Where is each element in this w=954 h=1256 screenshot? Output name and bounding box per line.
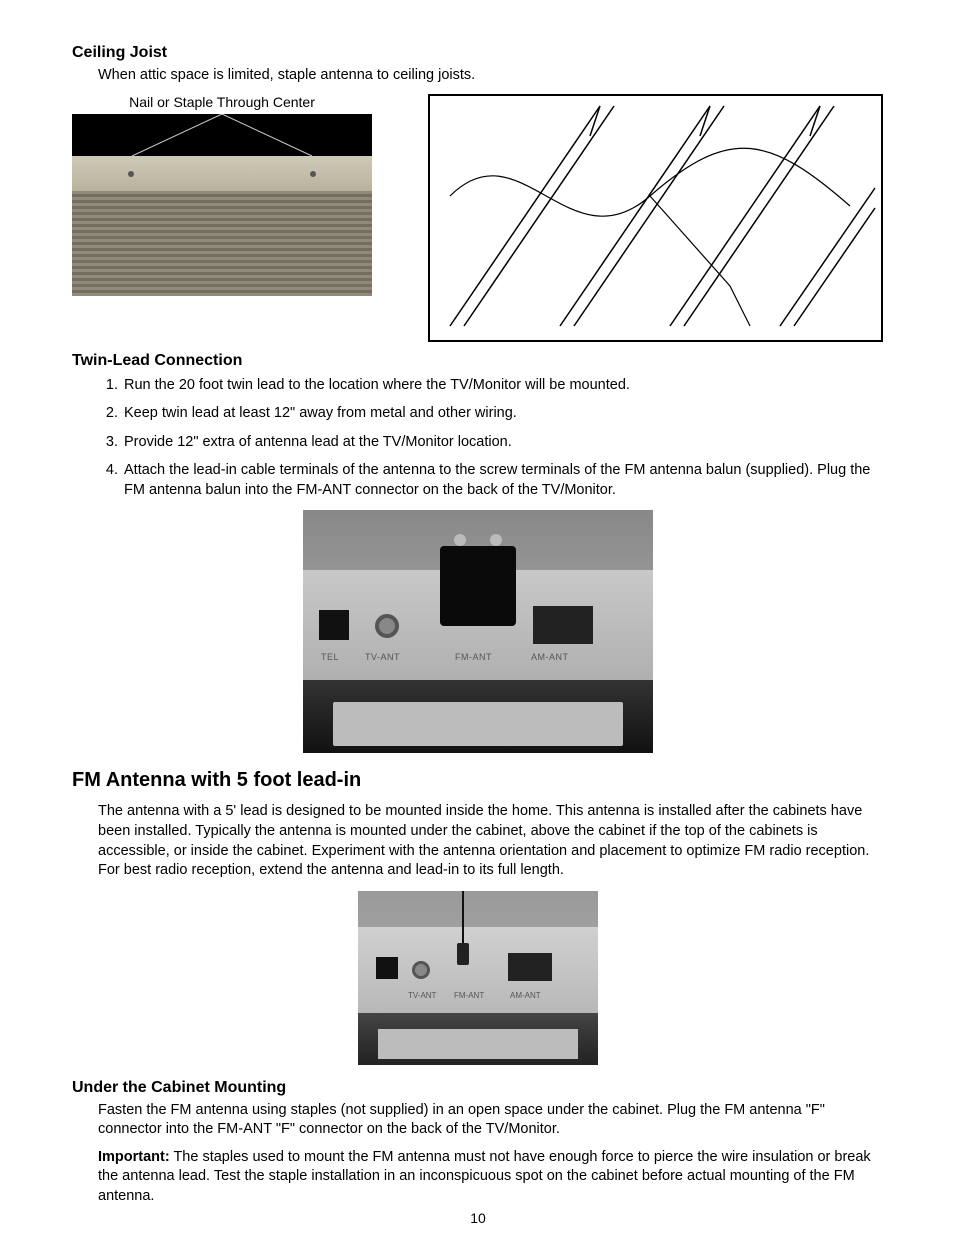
text-ceiling-joist: When attic space is limited, staple ante… (98, 66, 884, 86)
text-under-cabinet-1: Fasten the FM antenna using staples (not… (98, 1101, 884, 1140)
text-fm-antenna: The antenna with a 5' lead is designed t… (98, 802, 884, 880)
list-item: Keep twin lead at least 12" away from me… (122, 404, 884, 424)
figure-joist-photo (72, 114, 372, 296)
figure-joist-diagram (428, 94, 883, 342)
heading-twin-lead: Twin-Lead Connection (72, 352, 884, 370)
heading-ceiling-joist: Ceiling Joist (72, 44, 884, 62)
list-item: Run the 20 foot twin lead to the locatio… (122, 376, 884, 396)
text-under-cabinet-important: Important: The staples used to mount the… (98, 1148, 884, 1207)
heading-under-cabinet: Under the Cabinet Mounting (72, 1079, 884, 1097)
figure-fm-connector: TV-ANT FM-ANT AM-ANT (358, 891, 598, 1065)
caption-nail-staple: Nail or Staple Through Center (72, 94, 372, 110)
figure-balun-connector: TEL TV-ANT FM-ANT AM-ANT (303, 510, 653, 753)
list-twin-lead-steps: Run the 20 foot twin lead to the locatio… (98, 376, 884, 501)
label-important: Important: (98, 1149, 170, 1165)
list-item: Attach the lead-in cable terminals of th… (122, 461, 884, 500)
heading-fm-antenna: FM Antenna with 5 foot lead-in (72, 769, 884, 792)
page-number: 10 (72, 1210, 884, 1226)
list-item: Provide 12" extra of antenna lead at the… (122, 433, 884, 453)
